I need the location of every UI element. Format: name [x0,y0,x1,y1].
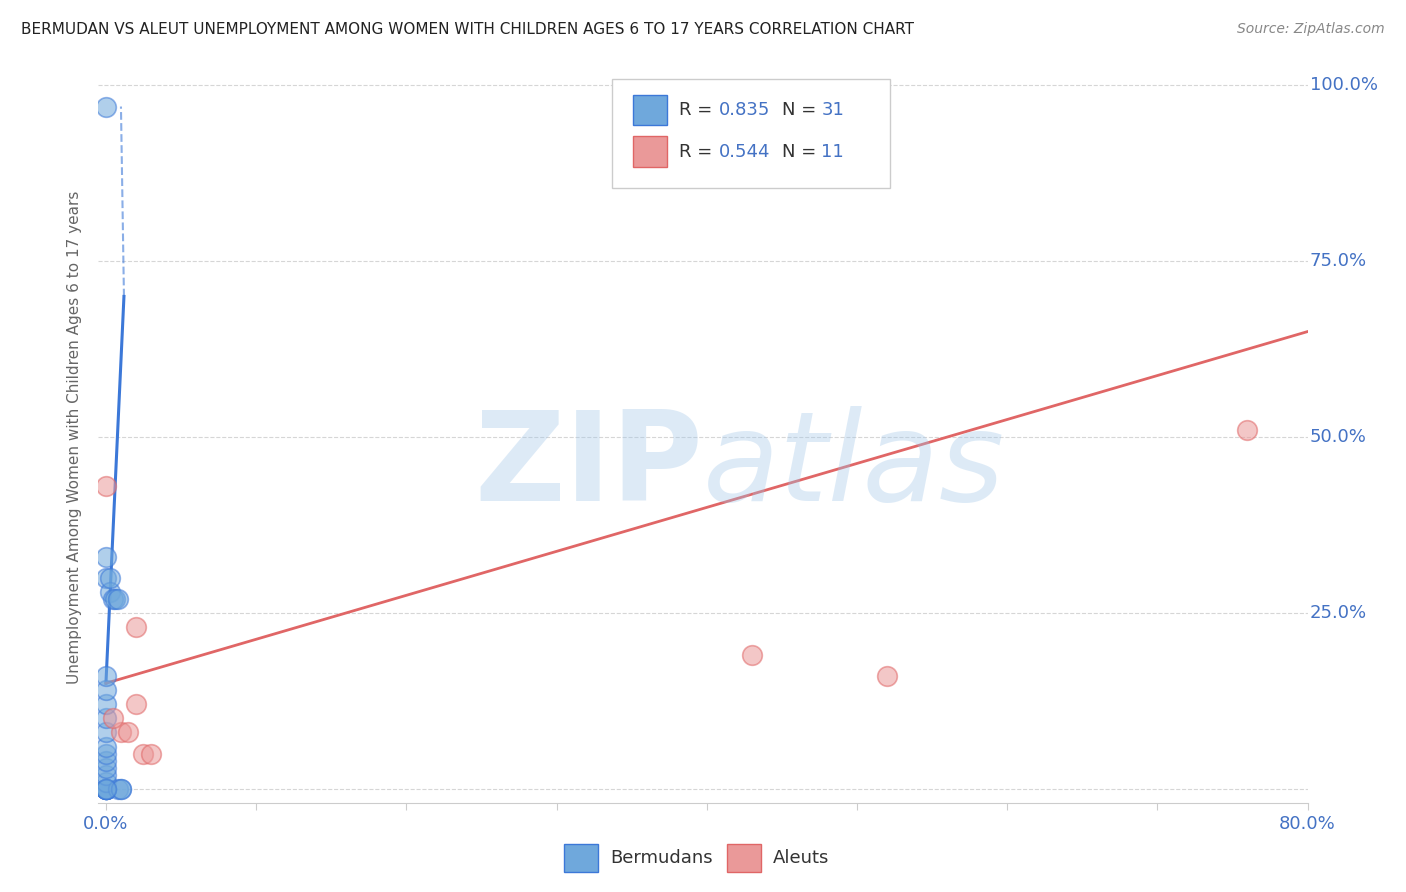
Point [104,591,127,606]
Point [103,591,125,606]
Point [94,747,117,761]
Point [94,781,117,796]
Point [110,725,132,739]
Text: ZIP: ZIP [474,406,703,527]
Text: 50.0%: 50.0% [1310,428,1367,446]
Point [107,591,129,606]
Point [94,781,117,796]
Point [94,669,117,683]
Point [94,739,117,754]
Point [94,767,117,781]
Text: Source: ZipAtlas.com: Source: ZipAtlas.com [1237,22,1385,37]
Point [103,711,125,725]
Point [876,669,898,683]
Point [94,774,117,789]
Text: Aleuts: Aleuts [773,848,830,867]
Point [110,781,132,796]
Point [125,698,148,712]
Text: R =: R = [679,143,718,161]
Point [117,725,139,739]
Point [94,781,117,796]
Text: R =: R = [679,101,718,120]
Point [94,683,117,698]
Point [94,781,117,796]
Point [110,781,132,796]
Point [94,698,117,712]
Point [94,781,117,796]
Point [94,781,117,796]
FancyBboxPatch shape [727,844,761,871]
Point [100,571,122,585]
Point [94,479,117,493]
Text: 0.544: 0.544 [718,143,770,161]
Point [132,747,155,761]
Point [139,747,162,761]
Point [94,549,117,564]
FancyBboxPatch shape [633,136,666,167]
Point [94,761,117,775]
Text: 11: 11 [821,143,844,161]
Text: 0.835: 0.835 [718,101,770,120]
Text: Bermudans: Bermudans [610,848,713,867]
Text: 100.0%: 100.0% [1310,77,1378,95]
Point [1236,423,1258,437]
Point [100,584,122,599]
Text: atlas: atlas [703,406,1005,527]
Point [94,711,117,725]
Point [94,571,117,585]
Point [94,781,117,796]
FancyBboxPatch shape [633,95,666,126]
Point [94,725,117,739]
Text: 31: 31 [821,101,845,120]
FancyBboxPatch shape [613,78,890,188]
Point [94,781,117,796]
Point [94,99,117,113]
Point [125,620,148,634]
Point [741,648,763,662]
Point [107,781,129,796]
Point [94,754,117,768]
FancyBboxPatch shape [564,844,598,871]
Text: 75.0%: 75.0% [1310,252,1367,270]
Text: N =: N = [782,143,821,161]
Text: N =: N = [782,101,821,120]
Text: BERMUDAN VS ALEUT UNEMPLOYMENT AMONG WOMEN WITH CHILDREN AGES 6 TO 17 YEARS CORR: BERMUDAN VS ALEUT UNEMPLOYMENT AMONG WOM… [21,22,914,37]
Y-axis label: Unemployment Among Women with Children Ages 6 to 17 years: Unemployment Among Women with Children A… [67,190,83,684]
Text: 25.0%: 25.0% [1310,604,1367,622]
Point [94,781,117,796]
